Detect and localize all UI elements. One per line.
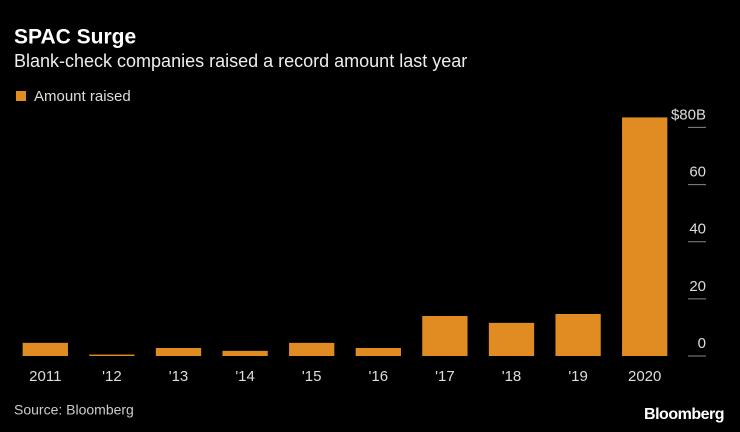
bar xyxy=(155,348,202,356)
chart-subtitle: Blank-check companies raised a record am… xyxy=(14,51,467,71)
x-tick-label: '13 xyxy=(169,368,189,385)
chart-title: SPAC Surge xyxy=(14,26,136,49)
x-tick-label: '12 xyxy=(102,368,122,385)
bar xyxy=(488,322,535,356)
logo: Bloomberg xyxy=(644,406,724,423)
x-tick-label: '15 xyxy=(302,368,322,385)
y-tick-label: $80B xyxy=(671,106,706,123)
x-tick-label: '16 xyxy=(369,368,389,385)
y-tick-label: 20 xyxy=(689,278,706,295)
legend-label: Amount raised xyxy=(34,88,131,105)
bar xyxy=(22,342,68,356)
bar xyxy=(89,354,135,356)
x-tick-label: 2011 xyxy=(29,368,61,385)
bar xyxy=(622,117,668,356)
source: Source: Bloomberg xyxy=(14,402,134,418)
y-tick-label: 40 xyxy=(689,221,706,238)
x-tick-label: 2020 xyxy=(628,368,661,385)
x-tick-label: '17 xyxy=(435,368,455,385)
legend-swatch xyxy=(16,91,26,101)
bar xyxy=(222,350,268,356)
bar xyxy=(355,348,401,356)
x-tick-label: '18 xyxy=(502,368,522,385)
bar xyxy=(555,314,601,356)
bar xyxy=(422,316,468,356)
bar xyxy=(289,342,335,356)
y-tick-label: 60 xyxy=(689,164,706,181)
y-tick-label: 0 xyxy=(698,335,706,352)
x-tick-label: '14 xyxy=(235,368,255,385)
x-tick-label: '19 xyxy=(568,368,588,385)
